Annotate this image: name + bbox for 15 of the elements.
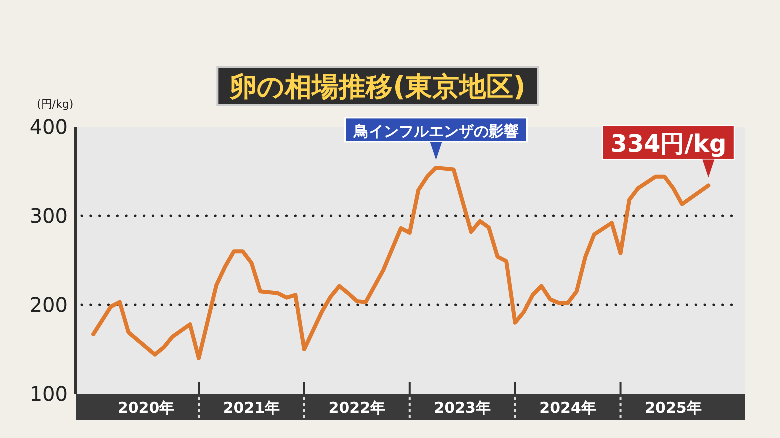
- y-tick-label: 100: [30, 382, 68, 406]
- x-tick-label: 2020年: [118, 399, 175, 417]
- annotation: 334円/kg: [610, 130, 727, 158]
- x-tick-label: 2021年: [223, 399, 280, 417]
- x-tick-label: 2025年: [645, 399, 702, 417]
- line-series: [92, 166, 711, 360]
- y-tick-label: 400: [30, 115, 68, 139]
- y-tick-label: 200: [30, 293, 68, 317]
- y-tick-label: 300: [30, 204, 68, 228]
- annotation: 鳥インフルエンザの影響: [352, 122, 519, 140]
- x-tick-label: 2023年: [434, 399, 491, 417]
- y-axis-title: (円/kg): [37, 98, 74, 111]
- x-tick-label: 2022年: [328, 399, 386, 417]
- chart-title: 卵の相場推移(東京地区): [229, 72, 526, 103]
- x-tick-label: 2024年: [540, 399, 596, 417]
